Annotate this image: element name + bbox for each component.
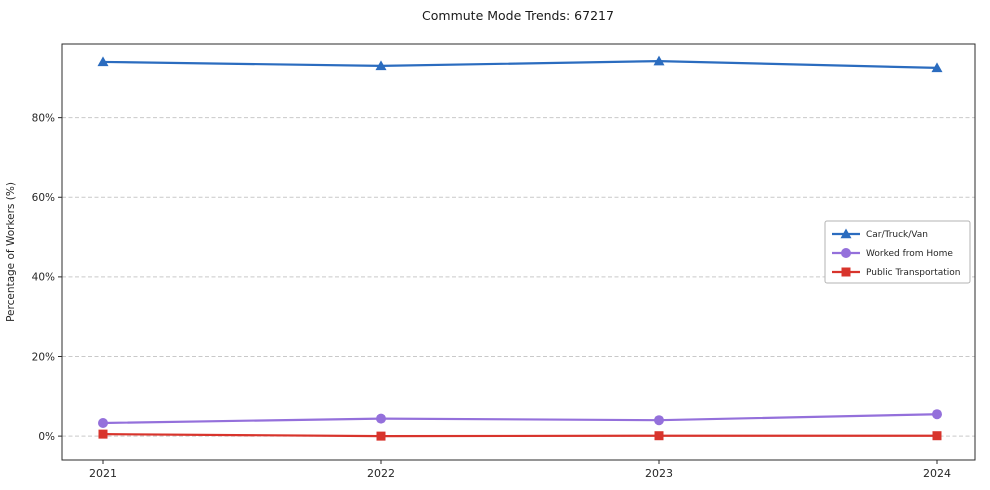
series-marker-worked-from-home bbox=[376, 413, 386, 424]
x-tick-label: 2023 bbox=[645, 467, 673, 480]
plot-border bbox=[61, 43, 976, 461]
x-tick-label: 2024 bbox=[923, 467, 951, 480]
legend-label-public-transportation: Public Transportation bbox=[866, 268, 960, 278]
series-marker-car-truck-van bbox=[375, 60, 387, 71]
plot-background bbox=[62, 44, 975, 460]
y-tick-label: 0% bbox=[38, 431, 55, 443]
legend-marker-car-truck-van bbox=[840, 228, 852, 239]
legend-box bbox=[824, 220, 971, 284]
x-tick-label: 2022 bbox=[367, 467, 395, 480]
y-tick-label: 40% bbox=[32, 272, 55, 284]
series-line-worked-from-home bbox=[101, 413, 939, 425]
series-marker-car-truck-van bbox=[931, 62, 943, 73]
legend-marker-public-transportation bbox=[841, 267, 851, 277]
series-marker-car-truck-van bbox=[97, 56, 109, 67]
series-marker-public-transportation bbox=[932, 431, 942, 441]
series-marker-public-transportation bbox=[98, 429, 108, 439]
plot-layers: 0% 20% 40% 60% 80% 2021 2022 2023 2024 Percentage… bbox=[5, 43, 976, 480]
y-tick-label: 80% bbox=[32, 112, 55, 124]
series-marker-worked-from-home bbox=[654, 415, 664, 426]
series-marker-worked-from-home bbox=[932, 409, 942, 420]
y-tick-label: 20% bbox=[32, 351, 55, 363]
y-axis-label: Percentage of Workers (%) bbox=[5, 182, 17, 322]
series-marker-car-truck-van bbox=[653, 55, 665, 66]
legend-marker-worked-from-home bbox=[841, 248, 851, 258]
legend-label-worked-from-home: Worked from Home bbox=[866, 249, 953, 259]
y-tick-label: 60% bbox=[32, 192, 55, 204]
series-marker-worked-from-home bbox=[98, 417, 108, 428]
legend-label-car-truck-van: Car/Truck/Van bbox=[866, 230, 928, 240]
series-marker-public-transportation bbox=[654, 431, 664, 441]
series-line-public-transportation bbox=[101, 433, 939, 438]
x-tick-label: 2021 bbox=[89, 467, 117, 480]
chart-title: Commute Mode Trends: 67217 bbox=[422, 8, 614, 23]
series-line-car-truck-van bbox=[101, 60, 939, 69]
series-marker-public-transportation bbox=[376, 431, 386, 441]
